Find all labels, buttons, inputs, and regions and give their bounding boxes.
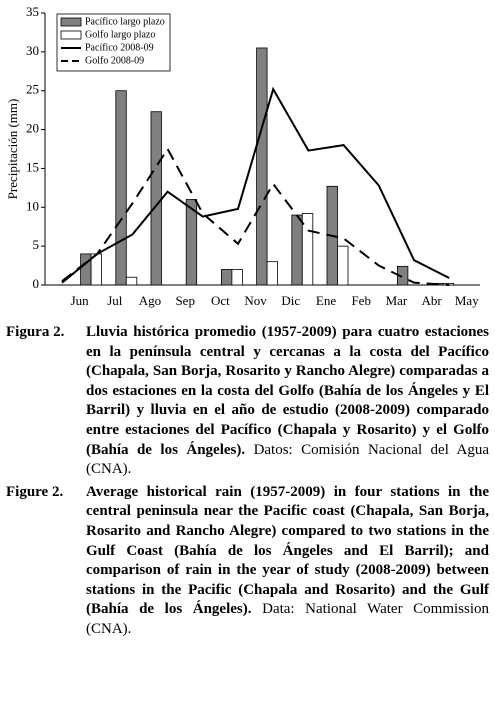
bar: [80, 253, 92, 286]
bar: [220, 269, 233, 286]
x-tick-label: Ago: [139, 293, 161, 308]
y-tick-label: 30: [26, 43, 39, 58]
legend-label: Golfo 2008-09: [85, 55, 144, 66]
x-tick-label: Jul: [107, 293, 123, 308]
x-tick-label: Oct: [211, 293, 230, 308]
line: [61, 147, 450, 286]
y-axis-label: Precipitación (mm): [5, 99, 20, 200]
legend-label: Pacífico largo plazo: [85, 16, 165, 27]
caption-label: Figura 2.: [6, 324, 65, 340]
x-tick-label: Mar: [386, 293, 408, 308]
bar: [266, 261, 279, 286]
line: [61, 86, 450, 284]
bar: [337, 245, 349, 286]
y-tick-label: 35: [26, 4, 39, 19]
bar: [291, 214, 303, 286]
x-tick-label: Nov: [244, 293, 267, 308]
legend-label: Golfo largo plazo: [85, 29, 155, 40]
x-tick-label: Sep: [175, 293, 195, 308]
bar: [115, 90, 127, 286]
chart: Precipitación (mm) 0 5 10 15 20 25 30 35 Jun Jul A…: [5, 4, 480, 308]
caption: Figure 2. Average historical rain (1957-2…: [0, 483, 495, 640]
caption-text: Lluvia histórica promedio (1957-2009) pa…: [86, 323, 489, 480]
caption-text: Average historical rain (1957-2009) in f…: [86, 483, 489, 640]
bar: [301, 213, 314, 286]
x-tick-label: Ene: [316, 293, 336, 308]
bar: [125, 276, 138, 286]
legend-label: Pacífico 2008-09: [85, 42, 154, 53]
bar: [185, 199, 198, 286]
x-tick-label: Dic: [281, 293, 300, 308]
caption-source: Datos: Comisión Nacional del Agua (CNA).: [86, 441, 489, 478]
y-tick-label: 10: [26, 198, 39, 213]
bar: [150, 111, 162, 286]
bar: [256, 47, 268, 286]
bar: [231, 269, 243, 286]
y-tick-label: 5: [33, 237, 40, 252]
legend-swatch: [60, 30, 82, 40]
caption-bold: Lluvia histórica promedio (1957-2009) pa…: [86, 324, 489, 458]
caption-label: Figure 2.: [6, 483, 64, 500]
caption-bold: Average historical rain (1957-2009) in f…: [86, 483, 489, 618]
y-tick-label: 20: [26, 121, 39, 136]
caption: Figura 2. Lluvia histórica promedio (1957…: [0, 323, 495, 480]
y-tick-label: 15: [26, 159, 39, 174]
y-tick-label: 25: [26, 82, 39, 97]
x-tick-label: Jun: [71, 293, 90, 308]
x-tick-label: Abr: [421, 293, 442, 308]
x-tick-label: Feb: [351, 293, 371, 308]
x-tick-label: May: [455, 293, 479, 308]
captions: Figura 2. Lluvia histórica promedio (1957…: [0, 323, 495, 640]
caption-source: Data: National Water Commission (CNA).: [86, 601, 490, 637]
y-tick-label: 0: [33, 276, 40, 291]
legend-swatch: [60, 17, 82, 27]
